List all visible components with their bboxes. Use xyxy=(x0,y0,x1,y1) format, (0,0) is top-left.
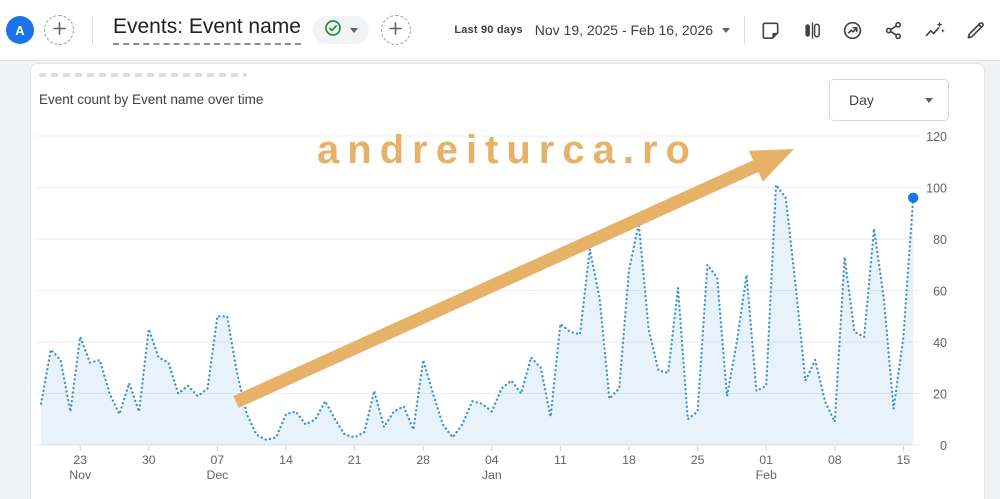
add-metric-button[interactable] xyxy=(380,15,411,45)
insights-circle-icon[interactable] xyxy=(839,17,865,43)
svg-text:Nov: Nov xyxy=(69,468,92,482)
plus-icon xyxy=(52,21,67,39)
edit-icon[interactable] xyxy=(962,17,988,43)
comparisons-icon[interactable] xyxy=(798,17,824,43)
note-icon[interactable] xyxy=(757,17,783,43)
avatar[interactable]: A xyxy=(6,16,34,44)
svg-text:60: 60 xyxy=(933,285,947,299)
granularity-dropdown[interactable]: Day xyxy=(829,79,949,121)
svg-text:23: 23 xyxy=(73,453,87,467)
svg-text:100: 100 xyxy=(926,182,947,196)
svg-text:07: 07 xyxy=(211,453,225,467)
report-toolbar xyxy=(757,17,988,43)
report-status-dropdown[interactable] xyxy=(312,16,369,44)
chevron-down-icon xyxy=(925,97,933,103)
svg-text:40: 40 xyxy=(933,336,947,350)
svg-text:20: 20 xyxy=(933,388,947,402)
page-title[interactable]: Events: Event name xyxy=(113,15,301,45)
svg-text:01: 01 xyxy=(759,453,773,467)
svg-text:08: 08 xyxy=(828,453,842,467)
plus-icon xyxy=(388,21,403,39)
svg-text:25: 25 xyxy=(691,453,705,467)
chart-title: Event count by Event name over time xyxy=(39,92,264,107)
svg-text:30: 30 xyxy=(142,453,156,467)
divider xyxy=(92,16,93,44)
share-icon[interactable] xyxy=(880,17,906,43)
check-circle-icon xyxy=(324,19,342,42)
svg-text:15: 15 xyxy=(897,453,911,467)
svg-text:0: 0 xyxy=(940,439,947,453)
svg-text:11: 11 xyxy=(554,453,567,467)
svg-text:Jan: Jan xyxy=(482,468,502,482)
top-bar: A Events: Event name Last 90 days Nov 19… xyxy=(0,0,1000,61)
date-range-text: Nov 19, 2025 - Feb 16, 2026 xyxy=(534,22,713,38)
insights-spark-icon[interactable] xyxy=(921,17,947,43)
svg-text:120: 120 xyxy=(926,130,947,144)
svg-text:28: 28 xyxy=(416,453,430,467)
chevron-down-icon xyxy=(349,27,358,33)
divider xyxy=(744,16,745,44)
svg-text:04: 04 xyxy=(485,453,499,467)
granularity-value: Day xyxy=(849,92,874,108)
svg-text:Feb: Feb xyxy=(756,468,777,482)
svg-text:21: 21 xyxy=(348,453,362,467)
date-preset-label: Last 90 days xyxy=(454,24,523,36)
svg-text:18: 18 xyxy=(622,453,636,467)
add-comparison-button[interactable] xyxy=(44,15,74,45)
comparison-dashes xyxy=(39,73,247,77)
svg-text:Dec: Dec xyxy=(206,468,228,482)
svg-text:14: 14 xyxy=(279,453,293,467)
report-card: Event count by Event name over time Day … xyxy=(30,63,985,499)
svg-text:80: 80 xyxy=(933,233,947,247)
chevron-down-icon xyxy=(722,27,730,33)
date-range-selector[interactable]: Nov 19, 2025 - Feb 16, 2026 xyxy=(535,22,730,38)
content-area: Event count by Event name over time Day … xyxy=(0,61,1000,499)
